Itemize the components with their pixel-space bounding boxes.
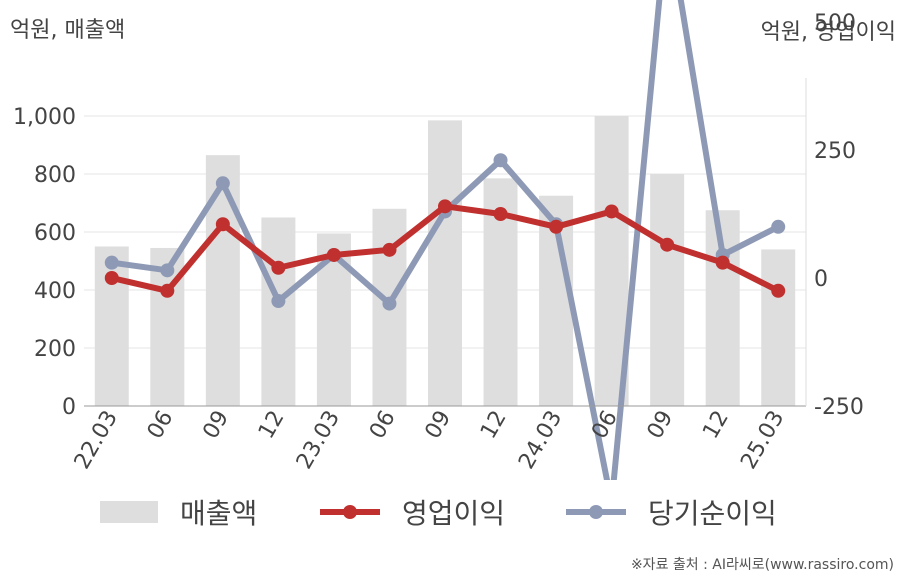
revenue-bar bbox=[650, 174, 685, 406]
legend-op-income: 영업이익 bbox=[320, 492, 505, 532]
left-tick-label: 1,000 bbox=[13, 105, 76, 130]
revenue-bar bbox=[94, 246, 129, 406]
chart-area: 02004006008001,000-500-250025050075022.0… bbox=[13, 0, 864, 480]
x-tick-label: 09 bbox=[421, 407, 457, 444]
legend-revenue-swatch bbox=[100, 501, 158, 523]
legend-op-income-label: 영업이익 bbox=[402, 497, 506, 530]
right-tick-label: -250 bbox=[814, 395, 864, 420]
right-tick-label: 0 bbox=[814, 267, 828, 292]
source-credit: ※자료 출처 : AI라씨로(www.rassiro.com) bbox=[630, 557, 894, 573]
op-income-point bbox=[382, 242, 397, 257]
legend-revenue-label: 매출액 bbox=[180, 497, 258, 530]
op-income-point bbox=[771, 283, 786, 298]
x-tick-label: 12 bbox=[476, 407, 512, 444]
op-income-point bbox=[604, 204, 619, 219]
x-tick-label: 23.03 bbox=[292, 407, 345, 474]
legend-revenue: 매출액 bbox=[100, 492, 257, 532]
net-income-point bbox=[104, 255, 119, 270]
left-tick-label: 600 bbox=[34, 221, 76, 246]
legend-net-income: 당기순이익 bbox=[566, 492, 777, 532]
net-income-point bbox=[382, 296, 397, 311]
left-tick-label: 400 bbox=[34, 279, 76, 304]
op-income-point bbox=[326, 247, 341, 262]
revenue-bar bbox=[205, 155, 240, 406]
revenue-bar bbox=[428, 120, 462, 406]
x-tick-label: 12 bbox=[254, 407, 290, 444]
op-income-point bbox=[104, 271, 119, 285]
x-tick-label: 09 bbox=[643, 407, 679, 444]
x-tick-label: 24.03 bbox=[514, 407, 567, 474]
left-axis-unit: 억원, 매출액 bbox=[10, 18, 126, 43]
op-income-point bbox=[215, 217, 230, 232]
op-income-point bbox=[438, 199, 452, 214]
x-tick-label: 06 bbox=[365, 407, 401, 444]
right-tick-label: 500 bbox=[814, 11, 856, 36]
op-income-point bbox=[271, 260, 286, 275]
op-income-point bbox=[160, 283, 175, 298]
x-tick-label: 06 bbox=[143, 407, 179, 444]
net-income-point bbox=[160, 263, 175, 278]
x-tick-label: 22.03 bbox=[70, 407, 123, 474]
left-tick-label: 200 bbox=[34, 337, 76, 362]
op-income-point bbox=[549, 219, 564, 234]
right-tick-label: 250 bbox=[814, 139, 856, 164]
net-income-point bbox=[771, 219, 786, 234]
op-income-point bbox=[715, 255, 730, 270]
x-tick-label: 25.03 bbox=[736, 407, 789, 474]
left-tick-label: 0 bbox=[62, 395, 76, 420]
net-income-point bbox=[271, 294, 286, 309]
op-income-point bbox=[660, 237, 675, 252]
revenue-bar bbox=[261, 217, 296, 406]
legend-net-income-swatch bbox=[566, 505, 626, 519]
net-income-point bbox=[215, 176, 230, 191]
x-tick-label: 12 bbox=[698, 407, 734, 444]
net-income-point bbox=[493, 153, 508, 168]
left-tick-label: 800 bbox=[34, 163, 76, 188]
legend-op-income-swatch bbox=[320, 505, 380, 519]
right-axis-unit: 억원, 영업이익 bbox=[760, 20, 896, 45]
op-income-point bbox=[493, 207, 508, 221]
revenue-bar bbox=[761, 249, 796, 406]
x-tick-label: 09 bbox=[198, 407, 234, 444]
legend-net-income-label: 당기순이익 bbox=[648, 497, 777, 530]
